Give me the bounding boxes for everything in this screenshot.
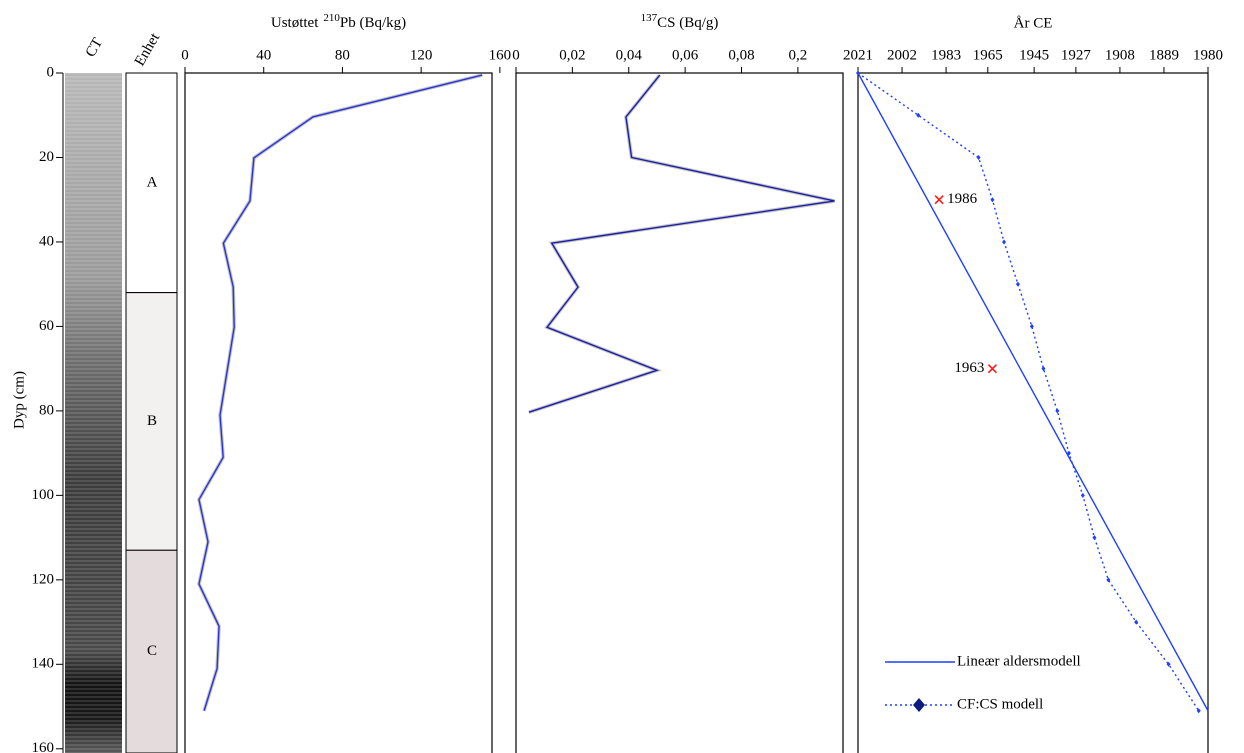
x-tick-label: 0 xyxy=(512,47,520,63)
cfcs-point xyxy=(1080,492,1085,498)
panel-title: Ustøttet 210Pb (Bq/kg) xyxy=(271,12,406,32)
x-tick-label: 1945 xyxy=(1019,47,1049,63)
legend-marker xyxy=(913,698,925,712)
panel-frame xyxy=(515,72,844,753)
x-tick-label: 1927 xyxy=(1061,47,1092,63)
cfcs-point xyxy=(990,197,995,203)
x-tick-label: 0 xyxy=(181,47,189,63)
cfcs-point xyxy=(1166,661,1171,667)
cfcs-point xyxy=(1055,408,1060,414)
panel-frame xyxy=(857,72,1209,753)
x-tick-label: 2021 xyxy=(843,47,873,63)
x-tick-label: 0,02 xyxy=(559,47,585,63)
title-rest: Pb (Bq/kg) xyxy=(340,15,406,31)
cfcs-line xyxy=(857,72,1200,712)
unit-label: A xyxy=(147,174,158,190)
x-tick-label: 40 xyxy=(256,47,271,63)
cfcs-point xyxy=(1002,239,1007,245)
cfcs-point xyxy=(856,70,860,76)
profile-shadow xyxy=(197,73,483,712)
x-tick-label: 1983 xyxy=(931,47,961,63)
x-tick-label: 0,2 xyxy=(789,47,808,63)
unit-block xyxy=(125,292,178,551)
ct-label: CT xyxy=(83,35,106,60)
title-sup: 137 xyxy=(641,12,658,24)
cfcs-point xyxy=(1092,535,1097,541)
unit-block xyxy=(125,549,178,753)
x-tick-label: 120 xyxy=(410,47,433,63)
profile-shadow xyxy=(528,74,835,414)
x-tick-label: 80 xyxy=(335,47,350,63)
linear-model-line xyxy=(857,72,1209,712)
title-prefix: Ustøttet xyxy=(271,15,319,31)
x-tick-label: 0,08 xyxy=(728,47,754,63)
x-tick-label: 1889 xyxy=(1149,47,1179,63)
annotation-label: 1963 xyxy=(954,360,984,376)
panel-title: År CE xyxy=(1014,15,1053,31)
unit-label: Enhet xyxy=(132,30,164,69)
cfcs-point xyxy=(1196,708,1201,714)
unit-block xyxy=(125,72,178,294)
title-sup: 210 xyxy=(323,12,340,24)
cfcs-point xyxy=(1029,323,1034,329)
x-tick-label: 2002 xyxy=(887,47,917,63)
legend-label: CF:CS modell xyxy=(957,696,1043,712)
panel-title: 137CS (Bq/g) xyxy=(641,12,719,32)
y-tick-label: 120 xyxy=(32,571,55,587)
unit-label: C xyxy=(147,643,157,659)
cfcs-point xyxy=(976,154,981,160)
y-tick-label: 20 xyxy=(39,149,54,165)
y-tick-label: 0 xyxy=(47,64,55,80)
x-tick-label: 0,06 xyxy=(672,47,699,63)
profile-line xyxy=(198,74,483,711)
y-tick-label: 60 xyxy=(39,318,54,334)
x-tick-label: 1965 xyxy=(973,47,1003,63)
y-tick-label: 40 xyxy=(39,233,54,249)
unit-label: B xyxy=(147,413,157,429)
cfcs-point xyxy=(916,112,921,118)
y-tick-label: 160 xyxy=(32,740,55,753)
y-axis-label: Dyp (cm) xyxy=(11,371,27,429)
cfcs-point xyxy=(1066,450,1071,456)
panel-frame xyxy=(184,72,493,753)
cfcs-point xyxy=(1134,619,1139,625)
cfcs-point xyxy=(1106,577,1111,583)
title-rest: CS (Bq/g) xyxy=(657,15,718,31)
y-tick-label: 100 xyxy=(32,487,55,503)
ct-banding xyxy=(65,73,122,753)
annotation-cross xyxy=(934,195,944,205)
x-tick-label: 160 xyxy=(489,47,512,63)
legend-label: Lineær aldersmodell xyxy=(957,653,1081,669)
x-tick-label: 1908 xyxy=(1105,47,1135,63)
annotation-cross xyxy=(987,364,998,374)
y-tick-label: 140 xyxy=(32,656,55,672)
cfcs-point xyxy=(1041,366,1046,372)
x-tick-label: 1980 xyxy=(1193,47,1223,63)
annotation-label: 1986 xyxy=(947,191,978,207)
y-tick-label: 80 xyxy=(39,402,54,418)
x-tick-label: 0,04 xyxy=(616,47,643,63)
profile-line xyxy=(528,74,835,413)
cfcs-point xyxy=(1015,281,1020,287)
